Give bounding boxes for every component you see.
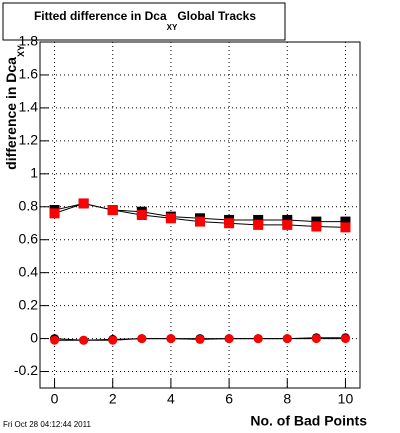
x-tick-label: 2 xyxy=(109,391,117,407)
x-tick-label: 10 xyxy=(338,391,354,407)
title-main: Fitted difference in Dca xyxy=(34,9,167,23)
square-marker xyxy=(107,205,118,216)
square-marker xyxy=(78,198,89,209)
circle-marker xyxy=(79,335,89,345)
circle-marker xyxy=(137,334,147,344)
circle-marker xyxy=(224,334,234,344)
x-tick-label: 8 xyxy=(283,391,291,407)
y-tick-label: 0.6 xyxy=(19,230,39,246)
circle-marker xyxy=(195,334,205,344)
y-label-main: difference in Dca xyxy=(3,57,19,170)
y-tick-label: 0.4 xyxy=(19,263,39,279)
circle-marker xyxy=(108,335,118,345)
circle-marker xyxy=(282,334,292,344)
title-subscript: XY xyxy=(167,23,178,32)
square-marker xyxy=(340,216,351,227)
y-axis-label: difference in DcaXY xyxy=(3,45,27,170)
y-tick-label: 0 xyxy=(30,329,38,345)
square-marker xyxy=(224,218,235,229)
square-marker xyxy=(136,210,147,220)
timestamp: Fri Oct 28 04:12:44 2011 xyxy=(3,420,91,429)
y-tick-label: 1.4 xyxy=(19,99,39,115)
x-tick-label: 4 xyxy=(167,391,175,407)
square-marker xyxy=(49,208,60,219)
circle-marker xyxy=(340,334,350,344)
square-marker xyxy=(282,219,293,230)
circle-marker xyxy=(50,335,60,345)
y-label-subscript: XY xyxy=(16,45,26,57)
title-suffix: Global Tracks xyxy=(177,9,256,23)
square-marker xyxy=(195,216,205,227)
y-tick-label: -0.2 xyxy=(14,362,38,378)
y-tick-label: 1.8 xyxy=(19,33,39,49)
y-tick-label: 1.2 xyxy=(19,132,39,148)
y-tick-label: 1.6 xyxy=(19,66,39,82)
circle-marker xyxy=(311,334,321,344)
y-tick-label: 0.8 xyxy=(19,197,39,213)
square-marker xyxy=(253,219,264,230)
x-tick-label: 0 xyxy=(51,391,59,407)
x-axis-label: No. of Bad Points xyxy=(250,413,367,429)
square-marker xyxy=(311,221,322,232)
title-box xyxy=(2,2,286,41)
square-marker xyxy=(340,222,351,233)
chart-title: Fitted difference in DcaXYGlobal Tracks xyxy=(34,9,256,32)
y-tick-label: 1 xyxy=(30,165,38,181)
y-tick-label: 0.2 xyxy=(19,296,39,312)
x-tick-label: 6 xyxy=(225,391,233,407)
circle-marker xyxy=(166,334,176,344)
square-marker xyxy=(165,213,176,224)
circle-marker xyxy=(253,334,263,344)
